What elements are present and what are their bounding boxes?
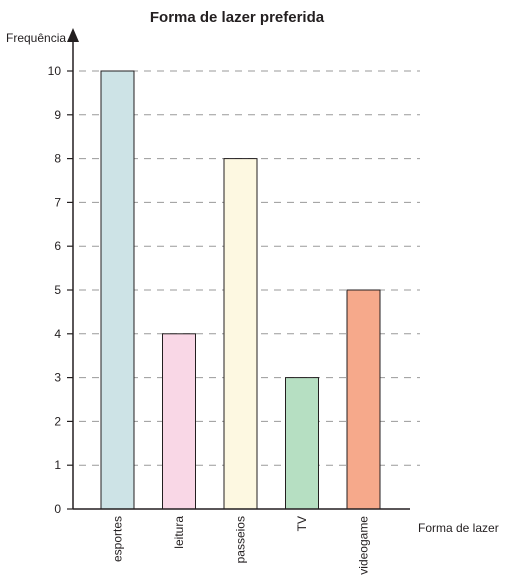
axes — [67, 28, 410, 510]
y-tick-label: 9 — [54, 108, 61, 122]
y-tick-label: 8 — [54, 152, 61, 166]
y-tick-label: 3 — [54, 371, 61, 385]
bar — [346, 289, 381, 510]
bars — [100, 70, 381, 510]
y-axis-arrow — [67, 28, 79, 42]
y-tick-label: 0 — [54, 502, 61, 516]
x-category-label: esportes — [111, 516, 125, 562]
y-tick-label: 10 — [48, 64, 62, 78]
y-axis-label: Frequência — [6, 31, 66, 45]
x-category-label: passeios — [234, 516, 248, 563]
x-category-label: TV — [295, 516, 309, 531]
bar — [100, 70, 135, 510]
x-category-label: videogame — [357, 516, 371, 575]
x-axis-label: Forma de lazer — [418, 521, 499, 535]
y-tick-label: 1 — [54, 458, 61, 472]
y-tick-label: 7 — [54, 195, 61, 209]
y-tick-label: 2 — [54, 414, 61, 428]
y-ticks: 0 1 2 3 4 5 6 7 8 9 10 — [48, 64, 73, 516]
bar — [223, 158, 258, 510]
bar — [162, 333, 196, 510]
y-tick-label: 6 — [54, 239, 61, 253]
chart-title: Forma de lazer preferida — [150, 9, 325, 26]
x-category-labels: esportes leitura passeios TV videogame — [111, 516, 371, 575]
x-category-label: leitura — [172, 516, 186, 549]
y-tick-label: 4 — [54, 327, 61, 341]
bar — [285, 377, 319, 510]
y-tick-label: 5 — [54, 283, 61, 297]
